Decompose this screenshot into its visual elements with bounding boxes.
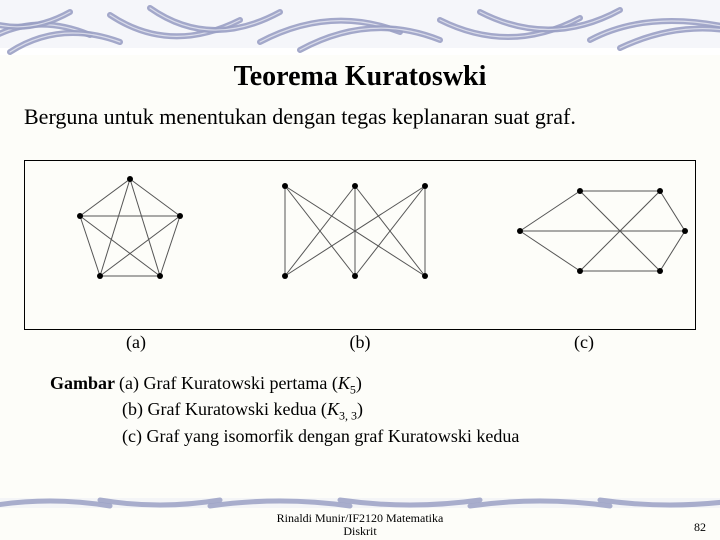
page-number: 82 xyxy=(694,520,706,535)
line-a-post: ) xyxy=(356,373,362,393)
footer-credit-line2: Diskrit xyxy=(343,524,376,538)
caption-a: (a) xyxy=(24,332,248,353)
decorative-bottom-pattern xyxy=(0,494,720,512)
line-b-pre: (b) Graf Kuratowski kedua ( xyxy=(122,399,327,419)
subtitle-text: Berguna untuk menentukan dengan tegas ke… xyxy=(24,103,696,132)
line-b-sub: 3, 3 xyxy=(339,409,357,423)
gambar-label: Gambar xyxy=(50,371,115,398)
figure-box xyxy=(24,160,696,330)
page-title: Teorema Kuratoswki xyxy=(0,61,720,93)
gambar-line-a: (a) Graf Kuratowski pertama (K5) xyxy=(119,371,362,398)
gambar-caption-block: Gambar (a) Graf Kuratowski pertama (K5) … xyxy=(50,371,720,449)
decorative-top-pattern xyxy=(0,0,720,55)
caption-row: (a) (b) (c) xyxy=(24,332,696,353)
line-b-sym: K xyxy=(327,399,339,419)
gambar-line-c: (c) Graf yang isomorfik dengan graf Kura… xyxy=(122,424,720,448)
footer-credit-line1: Rinaldi Munir/IF2120 Matematika xyxy=(277,511,444,525)
footer: Rinaldi Munir/IF2120 Matematika Diskrit … xyxy=(0,512,720,540)
caption-c: (c) xyxy=(472,332,696,353)
caption-b: (b) xyxy=(248,332,472,353)
gambar-line-b: (b) Graf Kuratowski kedua (K3, 3) xyxy=(122,397,720,424)
line-a-pre: (a) Graf Kuratowski pertama ( xyxy=(119,373,338,393)
line-b-post: ) xyxy=(357,399,363,419)
line-a-sym: K xyxy=(338,373,350,393)
footer-credit: Rinaldi Munir/IF2120 Matematika Diskrit xyxy=(277,512,444,538)
